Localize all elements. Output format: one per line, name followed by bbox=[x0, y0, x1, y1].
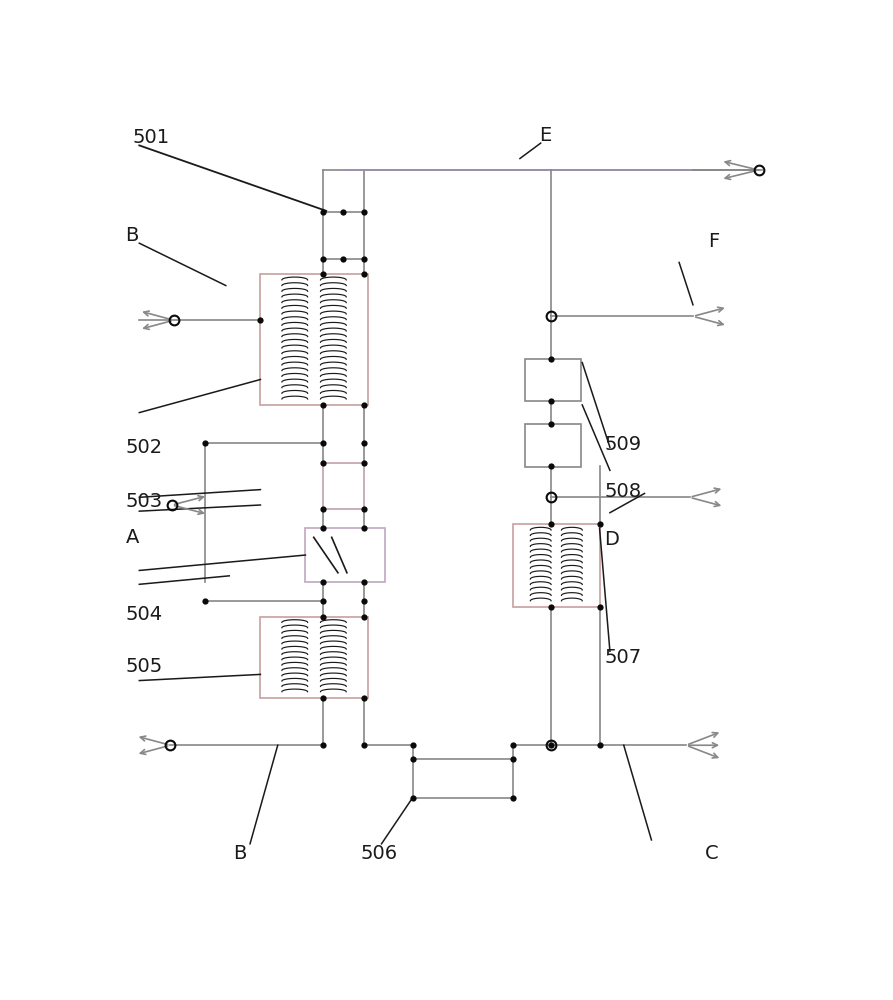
Bar bbox=[322, 463, 364, 509]
Text: 504: 504 bbox=[125, 605, 163, 624]
Text: 506: 506 bbox=[361, 844, 398, 863]
Text: 507: 507 bbox=[605, 648, 641, 667]
Bar bbox=[513, 524, 599, 607]
Bar bbox=[413, 759, 513, 798]
Text: 503: 503 bbox=[125, 492, 163, 511]
Bar bbox=[322, 212, 364, 259]
Text: 509: 509 bbox=[605, 435, 641, 454]
Text: B: B bbox=[233, 844, 246, 863]
Bar bbox=[525, 359, 580, 401]
Bar bbox=[261, 617, 368, 698]
Text: 501: 501 bbox=[132, 128, 170, 147]
Text: D: D bbox=[605, 530, 619, 549]
Bar bbox=[525, 424, 580, 466]
Text: C: C bbox=[705, 844, 718, 863]
Text: F: F bbox=[708, 232, 720, 251]
Text: 502: 502 bbox=[125, 438, 163, 457]
Bar bbox=[261, 274, 368, 405]
Text: B: B bbox=[125, 226, 138, 245]
Text: E: E bbox=[538, 126, 551, 145]
Text: 505: 505 bbox=[125, 657, 163, 676]
Text: A: A bbox=[125, 528, 138, 547]
Bar bbox=[305, 528, 385, 582]
Text: 508: 508 bbox=[605, 482, 641, 501]
